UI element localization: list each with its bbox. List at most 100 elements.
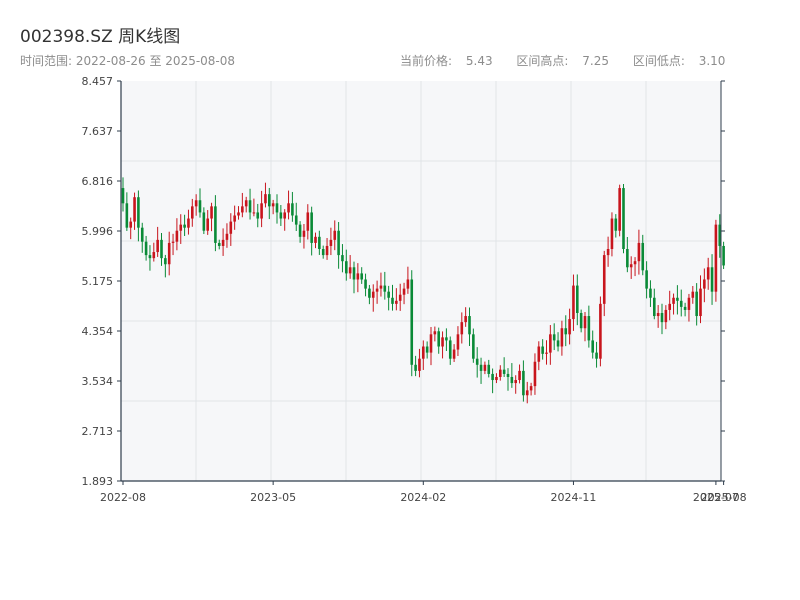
end-date: 2025-08-08 [165,54,236,68]
candle-body [649,288,652,298]
candle-body [514,380,517,384]
candle-body [448,340,452,359]
candle-body [348,267,352,274]
candle-body [452,349,456,359]
low-info: 区间低点: 3.10 [633,54,736,68]
candle-body [502,369,506,374]
to-word: 至 [149,54,162,68]
candle-body [549,334,552,353]
candle-body [541,346,544,354]
candle-body [210,206,213,219]
candle-body [537,346,541,362]
candles [121,177,725,404]
candle-body [637,242,641,262]
candle-body [217,242,221,246]
candle-body [125,203,129,228]
candle-body [341,255,344,262]
chart-title: 002398.SZ 周K线图 [20,27,181,47]
y-tick-label: 3.534 [82,375,114,388]
candle-body [483,364,487,371]
candle-body [287,203,290,213]
candle-body [564,328,568,335]
candle-body [499,369,502,377]
x-axis-ticks: 2022-08 2023-05 2024-02 2024-11 2025-072025-… [100,481,747,504]
candle-body [387,291,390,298]
candle-body [306,212,310,231]
y-axis-ticks: 8.457 7.637 6.816 5.996 5.175 4.354 3.534 2.713… [82,75,725,488]
y-tick-label: 5.996 [82,225,114,238]
candle-body [283,212,286,219]
high-info: 区间高点: 7.25 [516,54,619,68]
candle-body [167,242,171,265]
candle-body [360,273,363,280]
candle-body [156,239,159,253]
candle-body [121,188,125,204]
candle-body [129,221,132,228]
candle-body [445,337,448,341]
candle-body [475,358,479,365]
candle-body [221,239,225,246]
low-label: 区间低点: [632,54,685,68]
candle-body [495,376,498,381]
candle-body [402,288,406,295]
candle-body [268,194,271,207]
candle-body [560,328,564,347]
high-label: 区间高点: [516,54,569,68]
candle-body [425,346,429,353]
candle-body [487,364,491,374]
candle-body [160,239,163,259]
candle-body [256,212,260,219]
candle-body [587,316,591,341]
candle-body [618,188,621,231]
candle-body [468,316,471,335]
candle-body [364,279,367,289]
candle-body [194,200,198,207]
candle-body [591,340,594,353]
candle-body [606,249,610,256]
candle-body [525,390,529,396]
candle-body [302,230,306,237]
candle-body [718,224,722,246]
candle-body [310,212,313,243]
candle-body [214,206,217,243]
y-tick-label: 6.816 [82,175,114,188]
candle-body [233,215,236,222]
candle-body [187,218,190,228]
candle-body [599,303,602,359]
y-tick-label: 7.637 [82,125,114,138]
candle-body [703,279,706,289]
candle-body [710,267,714,292]
candle-body [291,203,294,216]
candle-body [244,200,248,207]
candle-body [410,279,414,365]
candle-body [398,294,402,301]
x-tick-label: 2022-08 [100,491,146,504]
candle-body [175,230,179,242]
candle-body [379,285,383,289]
candle-body [414,364,417,371]
candle-body [464,316,467,323]
candle-body [664,309,668,323]
candle-body [653,297,656,317]
candle-body [472,334,475,359]
candle-body [356,273,360,280]
candle-body [337,230,340,256]
candle-body [660,312,664,323]
candle-body [706,267,710,280]
candle-body [579,312,583,329]
candle-body [683,306,687,310]
candle-body [441,337,444,347]
candle-body [614,218,618,231]
candle-body [345,261,348,274]
candle-body [395,300,398,304]
current-price-label: 当前价格: [400,54,453,68]
candle-body [179,224,183,231]
candle-body [198,200,202,213]
candle-body [491,373,494,381]
candle-body [260,203,263,219]
candle-body [275,203,279,213]
candle-body [641,242,645,271]
candle-body [691,291,695,298]
x-tick-label: 2024-11 [550,491,596,504]
candle-body [383,285,387,292]
